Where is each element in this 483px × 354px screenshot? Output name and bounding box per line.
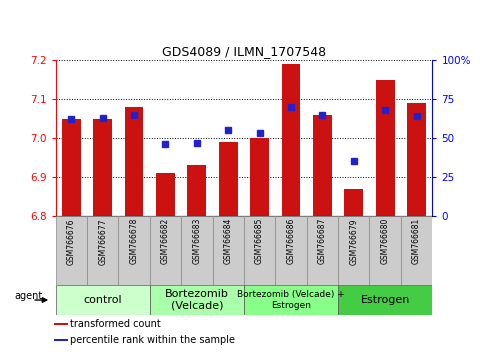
Text: GSM766686: GSM766686 (286, 218, 296, 264)
Bar (56, 285, 150, 315)
Bar (275, 216, 307, 285)
Text: GSM766680: GSM766680 (381, 218, 390, 264)
Bar (54, 323, 68, 325)
Bar (401, 216, 432, 285)
Bar (150, 216, 181, 285)
Bar (93, 119, 112, 216)
Text: GSM766687: GSM766687 (318, 218, 327, 264)
Bar (213, 216, 244, 285)
Bar (219, 142, 238, 216)
Bar (150, 285, 244, 315)
Bar (87, 216, 118, 285)
Text: GSM766682: GSM766682 (161, 218, 170, 264)
Bar (338, 285, 432, 315)
Bar (376, 80, 395, 216)
Bar (282, 64, 300, 216)
Text: percentile rank within the sample: percentile rank within the sample (70, 335, 235, 345)
Text: agent: agent (14, 291, 42, 301)
Bar (344, 189, 363, 216)
Bar (369, 216, 401, 285)
Bar (407, 103, 426, 216)
Bar (62, 119, 81, 216)
Bar (307, 216, 338, 285)
Bar (118, 216, 150, 285)
Bar (244, 216, 275, 285)
Bar (244, 285, 338, 315)
Text: GSM766678: GSM766678 (129, 218, 139, 264)
Bar (313, 115, 332, 216)
Bar (181, 216, 213, 285)
Bar (156, 173, 175, 216)
Text: Estrogen: Estrogen (360, 295, 410, 305)
Text: GSM766676: GSM766676 (67, 218, 76, 264)
Text: GSM766685: GSM766685 (255, 218, 264, 264)
Title: GDS4089 / ILMN_1707548: GDS4089 / ILMN_1707548 (162, 45, 326, 58)
Bar (187, 165, 206, 216)
Bar (56, 216, 87, 285)
Text: GSM766677: GSM766677 (98, 218, 107, 264)
Text: control: control (84, 295, 122, 305)
Bar (125, 107, 143, 216)
Text: Bortezomib (Velcade) +
Estrogen: Bortezomib (Velcade) + Estrogen (237, 290, 345, 310)
Text: GSM766681: GSM766681 (412, 218, 421, 264)
Text: GSM766679: GSM766679 (349, 218, 358, 264)
Text: GSM766683: GSM766683 (192, 218, 201, 264)
Bar (54, 339, 68, 341)
Text: Bortezomib
(Velcade): Bortezomib (Velcade) (165, 289, 229, 311)
Text: transformed count: transformed count (70, 319, 160, 329)
Bar (250, 138, 269, 216)
Bar (338, 216, 369, 285)
Text: GSM766684: GSM766684 (224, 218, 233, 264)
